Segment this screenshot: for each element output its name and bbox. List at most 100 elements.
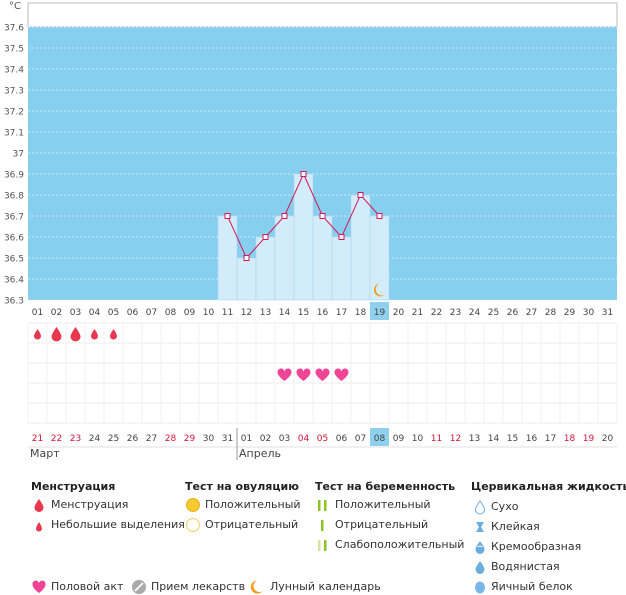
calendar-day-label: 26 xyxy=(127,434,139,444)
calendar-day-label: 15 xyxy=(507,434,518,444)
cycle-day-label: 03 xyxy=(70,308,81,318)
calendar-day-label: 30 xyxy=(203,434,215,444)
temperature-point xyxy=(300,171,307,177)
hourglass-icon xyxy=(476,522,484,532)
calendar-day-label: 31 xyxy=(222,434,233,444)
legend-intercourse-label: Половой акт xyxy=(51,580,124,593)
cycle-day-label: 01 xyxy=(32,308,43,318)
menstruation-drop xyxy=(51,327,62,342)
cycle-day-label: 11 xyxy=(222,308,233,318)
pill-icon xyxy=(132,580,146,594)
temperature-point xyxy=(243,255,250,261)
calendar-day-label: 28 xyxy=(165,434,177,444)
cycle-day-label: 23 xyxy=(450,308,461,318)
temperature-bar xyxy=(369,215,390,301)
legend-pregnancy-negative-label: Отрицательный xyxy=(335,518,429,531)
temperature-point xyxy=(262,234,269,240)
current-day-highlight xyxy=(370,428,389,446)
cycle-day-label: 06 xyxy=(127,308,139,318)
cycle-day-label: 02 xyxy=(51,308,62,318)
legend-cervical-watery-label: Водянистая xyxy=(491,560,560,573)
calendar-day-label: 02 xyxy=(260,434,271,444)
temperature-bar xyxy=(236,257,257,301)
moon-marker xyxy=(373,283,385,297)
y-tick-label: 37 xyxy=(13,150,24,160)
legend-cervical-creamy-label: Кремообразная xyxy=(491,540,582,553)
month-label: Апрель xyxy=(239,447,281,460)
calendar-day-label: 18 xyxy=(564,434,576,444)
cycle-day-label: 24 xyxy=(469,308,481,318)
temperature-point xyxy=(281,213,288,219)
y-unit-label: °C xyxy=(9,1,21,12)
calendar-day-label: 06 xyxy=(336,434,348,444)
half-drop-icon xyxy=(475,541,485,554)
temperature-bar xyxy=(312,215,333,301)
temperature-point xyxy=(224,213,231,219)
cycle-day-label: 25 xyxy=(488,308,499,318)
cycle-day-label: 19 xyxy=(374,308,386,318)
double-bar-icon xyxy=(318,500,327,511)
calendar-day-label: 24 xyxy=(89,434,101,444)
temperature-bar xyxy=(274,215,295,301)
small-drop-icon xyxy=(36,522,42,532)
temperature-point xyxy=(376,213,383,219)
calendar-day-label: 16 xyxy=(526,434,538,444)
cycle-day-label: 31 xyxy=(602,308,613,318)
calendar-day-label: 27 xyxy=(146,434,157,444)
legend-pregnancy-title: Тест на беременность xyxy=(315,480,456,493)
calendar-day-label: 05 xyxy=(317,434,328,444)
calendar-day-label: 04 xyxy=(298,434,310,444)
cycle-day-label: 13 xyxy=(260,308,271,318)
legend: Менструация Менструация Небольшие выделе… xyxy=(0,470,626,595)
calendar-day-label: 23 xyxy=(70,434,81,444)
single-bar-icon xyxy=(321,520,324,531)
calendar-day-label: 25 xyxy=(108,434,119,444)
intercourse-heart xyxy=(334,368,349,381)
legend-menstruation-label: Менструация xyxy=(51,498,129,511)
intercourse-heart xyxy=(277,368,292,381)
legend-moon-label: Лунный календарь xyxy=(270,580,381,593)
legend-medication-label: Прием лекарств xyxy=(151,580,246,593)
y-tick-label: 37.1 xyxy=(4,129,24,139)
temperature-bar xyxy=(293,173,314,301)
cycle-day-label: 29 xyxy=(564,308,576,318)
y-tick-label: 37.5 xyxy=(4,45,24,55)
temperature-point xyxy=(357,192,364,198)
egg-icon xyxy=(475,581,485,594)
legend-spotting-label: Небольшие выделения xyxy=(51,518,185,531)
temperature-bar xyxy=(217,215,238,301)
calendar-day-label: 19 xyxy=(583,434,595,444)
cycle-day-label: 14 xyxy=(279,308,291,318)
legend-cervical-title: Цервикальная жидкость xyxy=(471,480,626,493)
empty-circle-icon xyxy=(186,518,200,532)
calendar-day-label: 03 xyxy=(279,434,290,444)
cycle-day-label: 20 xyxy=(393,308,405,318)
menstruation-drop xyxy=(70,327,81,342)
cycle-day-label: 17 xyxy=(336,308,347,318)
cycle-day-label: 28 xyxy=(545,308,557,318)
cycle-day-label: 09 xyxy=(184,308,196,318)
y-tick-label: 37.4 xyxy=(4,66,24,76)
y-tick-label: 36.7 xyxy=(4,213,24,223)
calendar-day-label: 29 xyxy=(184,434,196,444)
y-tick-label: 36.5 xyxy=(4,255,24,265)
cycle-day-label: 04 xyxy=(89,308,101,318)
cycle-day-label: 26 xyxy=(507,308,519,318)
temperature-bar xyxy=(255,236,276,301)
legend-pregnancy-positive-label: Положительный xyxy=(335,498,431,511)
calendar-day-label: 11 xyxy=(431,434,442,444)
legend-cervical-eggwhite-label: Яичный белок xyxy=(491,580,573,593)
calendar-day-label: 13 xyxy=(469,434,480,444)
y-tick-label: 36.3 xyxy=(4,297,24,307)
y-tick-label: 37.2 xyxy=(4,108,24,118)
filled-drop-icon xyxy=(475,561,485,574)
legend-cervical-dry-label: Сухо xyxy=(491,500,519,513)
moon-icon xyxy=(250,580,262,594)
calendar-day-label: 09 xyxy=(393,434,405,444)
intercourse-heart xyxy=(315,368,330,381)
temperature-point xyxy=(338,234,345,240)
legend-ovulation-title: Тест на овуляцию xyxy=(185,480,299,493)
bbt-chart: °C 37.6 37.5 37.4 37.3 37.2 37.1 37 36.9 36.8 36.… xyxy=(4,1,618,460)
spotting-drop xyxy=(34,329,41,340)
cycle-day-label: 15 xyxy=(298,308,309,318)
